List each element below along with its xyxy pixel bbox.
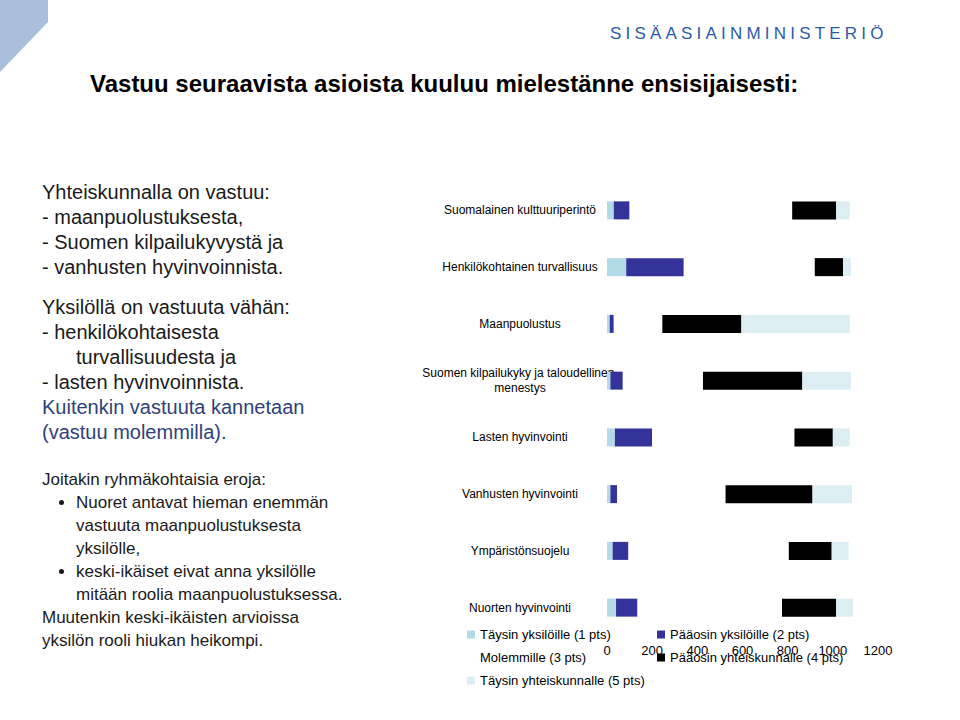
svg-text:Pääosin yksilöille (2 pts): Pääosin yksilöille (2 pts) (670, 627, 809, 642)
html-text:Joitakin ryhmäkohtaisia eroja:: Joitakin ryhmäkohtaisia eroja: (42, 470, 266, 489)
svg-text:0: 0 (603, 643, 610, 658)
html-text:Nuoret antavat hieman enemmän: Nuoret antavat hieman enemmän vastuuta m… (76, 493, 329, 558)
svg-text:Pääosin yhteiskunnalle (4 pts): Pääosin yhteiskunnalle (4 pts) (670, 650, 843, 665)
svg-text:Suomalainen kulttuuriperintö: Suomalainen kulttuuriperintö (444, 203, 596, 217)
svg-text:Molemmille (3 pts): Molemmille (3 pts) (480, 650, 586, 665)
svg-text:Täysin yksilöille (1 pts): Täysin yksilöille (1 pts) (480, 627, 611, 642)
svg-text:Henkilökohtainen turvallisuus: Henkilökohtainen turvallisuus (442, 260, 597, 274)
svg-text:Vanhusten hyvinvointi: Vanhusten hyvinvointi (462, 487, 578, 501)
svg-text:Ympäristönsuojelu: Ympäristönsuojelu (471, 544, 570, 558)
html-text:SISÄASIAINMINISTERIÖ: SISÄASIAINMINISTERIÖ (610, 24, 888, 43)
html-text:Yhteiskunnalla on vastuu:: Yhteiskunnalla on vastuu: (42, 181, 270, 203)
svg-text:Nuorten hyvinvointi: Nuorten hyvinvointi (469, 601, 571, 615)
svg-text:Suomen kilpailukyky ja taloude: Suomen kilpailukyky ja taloudellinen (422, 366, 617, 380)
html-text:Kuitenkin vastuuta kannetaan (: Kuitenkin vastuuta kannetaan (vastuu mol… (42, 396, 305, 443)
svg-text:1200: 1200 (864, 643, 893, 658)
html-text:Vastuu seuraavista asioista ku: Vastuu seuraavista asioista kuuluu miele… (90, 70, 799, 97)
html-text:- Suomen kilpailukyvystä ja: - Suomen kilpailukyvystä ja (42, 231, 284, 253)
svg-text:Maanpuolustus: Maanpuolustus (479, 317, 560, 331)
svg-text:200: 200 (641, 643, 663, 658)
html-text:Yksilöllä on vastuuta vähän:: Yksilöllä on vastuuta vähän: (42, 296, 290, 318)
svg-text:menestys: menestys (494, 381, 545, 395)
html-text:- vanhusten hyvinvoinnista.: - vanhusten hyvinvoinnista. (42, 256, 284, 278)
svg-text:Lasten hyvinvointi: Lasten hyvinvointi (472, 430, 567, 444)
html-text:- henkilökohtaisesta turvallis: - henkilökohtaisesta turvallisuudesta ja (42, 321, 237, 368)
html-text:- lasten hyvinvoinnista.: - lasten hyvinvoinnista. (42, 371, 245, 393)
html-text:- maanpuolustuksesta,: - maanpuolustuksesta, (42, 206, 244, 228)
svg-text:Täysin yhteiskunnalle (5 pts): Täysin yhteiskunnalle (5 pts) (480, 673, 645, 688)
html-text:Muutenkin keski-ikäisten arvio: Muutenkin keski-ikäisten arvioissa yksil… (42, 608, 299, 650)
html-text:keski-ikäiset eivat anna yksil: keski-ikäiset eivat anna yksilölle mitää… (76, 562, 343, 604)
